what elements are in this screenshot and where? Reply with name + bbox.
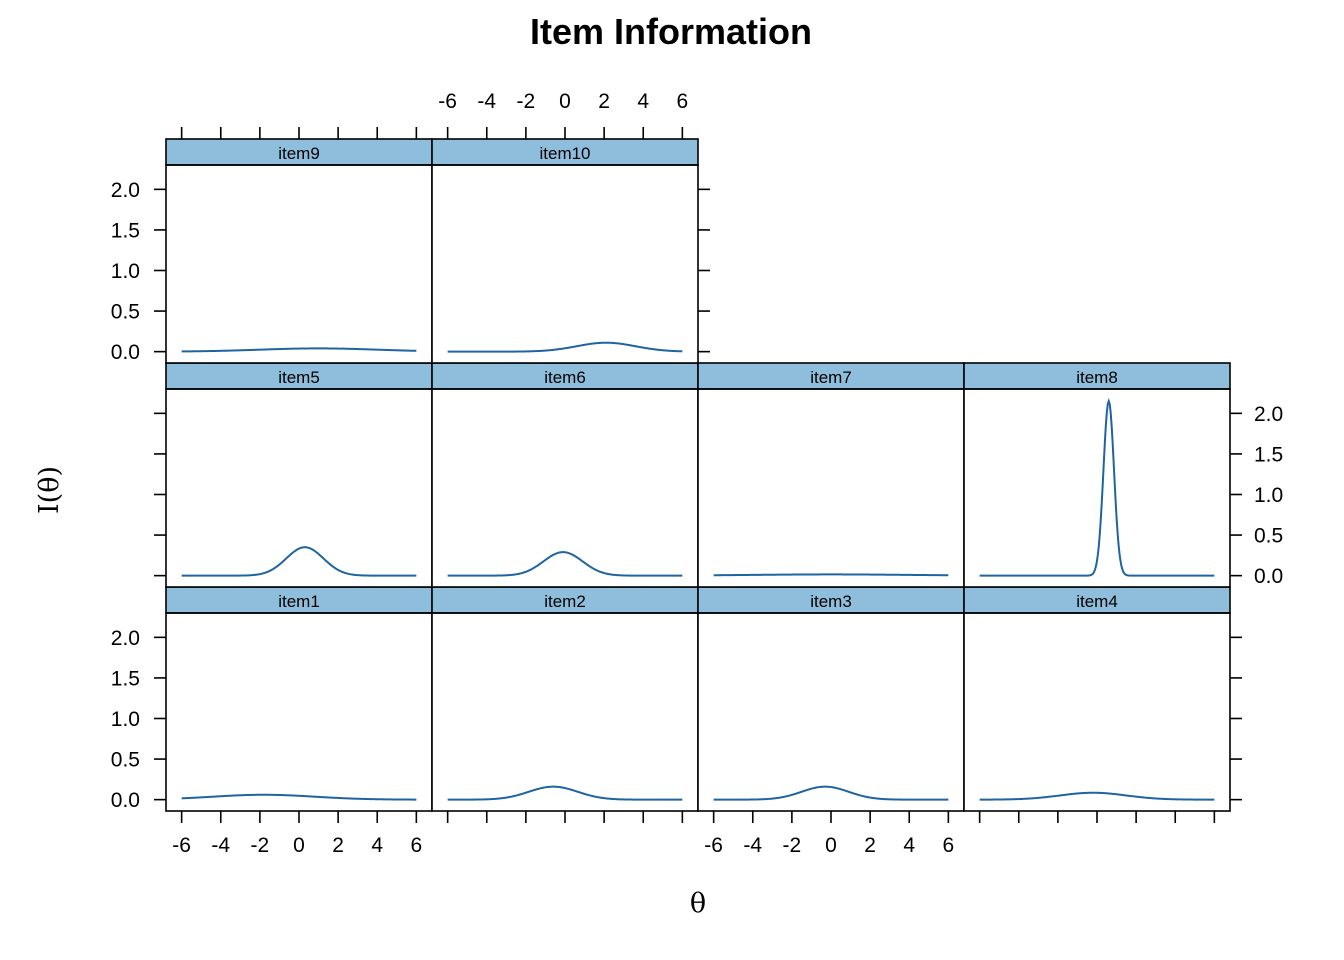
panel-item6 bbox=[432, 363, 698, 587]
x-tick-label: -2 bbox=[251, 834, 270, 857]
x-tick-label: 6 bbox=[943, 834, 955, 857]
y-tick-label: 0.0 bbox=[111, 341, 140, 364]
x-tick-label: -2 bbox=[517, 90, 536, 113]
x-tick-label: 2 bbox=[332, 834, 344, 857]
x-tick-label: -6 bbox=[172, 834, 191, 857]
curve-item3 bbox=[713, 785, 949, 801]
y-tick-label: 1.5 bbox=[111, 667, 140, 690]
y-tick-label: 0.5 bbox=[111, 301, 140, 324]
plot-area-item10 bbox=[431, 164, 699, 364]
strip-label-item5: item5 bbox=[278, 368, 320, 387]
plot-area-item8 bbox=[963, 388, 1231, 588]
x-tick-label: 4 bbox=[637, 90, 649, 113]
strip-label-item10: item10 bbox=[539, 144, 590, 163]
x-tick-label: -6 bbox=[704, 834, 723, 857]
y-tick-label: 1.5 bbox=[111, 219, 140, 242]
y-tick-label: 2.0 bbox=[111, 179, 140, 202]
strip-label-item3: item3 bbox=[810, 592, 852, 611]
y-tick-label: 0.0 bbox=[111, 789, 140, 812]
x-tick-label: -4 bbox=[211, 834, 230, 857]
x-tick-label: 0 bbox=[559, 90, 571, 113]
x-axis-label: θ bbox=[690, 888, 706, 919]
curve-item2 bbox=[447, 785, 683, 801]
y-axis-label: I(θ) bbox=[34, 466, 65, 514]
curve-item8 bbox=[979, 397, 1215, 577]
strip-label-item1: item1 bbox=[278, 592, 320, 611]
x-tick-label: 6 bbox=[677, 90, 689, 113]
y-tick-label: 1.0 bbox=[1254, 484, 1283, 507]
panel-item8 bbox=[964, 363, 1230, 587]
x-tick-label: 4 bbox=[371, 834, 383, 857]
x-tick-label: -6 bbox=[438, 90, 457, 113]
strip-label-item6: item6 bbox=[544, 368, 586, 387]
curve-item4 bbox=[979, 791, 1215, 801]
curve-item10 bbox=[447, 341, 683, 353]
curve-item7 bbox=[713, 573, 949, 577]
strip-item6 bbox=[431, 362, 699, 390]
x-tick-label: -4 bbox=[477, 90, 496, 113]
panel-item2 bbox=[432, 587, 698, 811]
chart-title: Item Information bbox=[530, 11, 812, 52]
curve-item5 bbox=[181, 546, 417, 577]
panel-item5 bbox=[166, 363, 432, 587]
strip-label-item4: item4 bbox=[1076, 592, 1118, 611]
curve-item9 bbox=[181, 347, 417, 353]
x-tick-label: -2 bbox=[783, 834, 802, 857]
x-tick-label: 0 bbox=[825, 834, 837, 857]
strip-label-item9: item9 bbox=[278, 144, 320, 163]
x-tick-label: -4 bbox=[743, 834, 762, 857]
strip-label-item2: item2 bbox=[544, 592, 586, 611]
y-tick-label: 0.5 bbox=[111, 749, 140, 772]
panel-item1 bbox=[166, 587, 432, 811]
y-tick-label: 1.5 bbox=[1254, 443, 1283, 466]
strip-label-item8: item8 bbox=[1076, 368, 1118, 387]
curve-item1 bbox=[181, 793, 417, 801]
panel-item7 bbox=[698, 363, 964, 587]
curve-item6 bbox=[447, 551, 683, 577]
x-tick-label: 2 bbox=[598, 90, 610, 113]
y-tick-label: 0.5 bbox=[1254, 525, 1283, 548]
x-tick-label: 4 bbox=[903, 834, 915, 857]
panel-item9 bbox=[166, 139, 432, 363]
strip-label-item7: item7 bbox=[810, 368, 852, 387]
panel-grid: item1 item2 item3 item4 item5 item6 item7 item8… bbox=[111, 90, 1283, 857]
y-tick-label: 2.0 bbox=[1254, 403, 1283, 426]
y-tick-label: 2.0 bbox=[111, 627, 140, 650]
strip-item1 bbox=[165, 586, 433, 614]
y-tick-label: 0.0 bbox=[1254, 565, 1283, 588]
x-tick-label: 6 bbox=[411, 834, 423, 857]
strip-item7 bbox=[697, 362, 965, 390]
strip-item8 bbox=[963, 362, 1231, 390]
y-tick-label: 1.0 bbox=[111, 260, 140, 283]
x-tick-label: 2 bbox=[864, 834, 876, 857]
panel-item4 bbox=[964, 587, 1230, 811]
panel-item3 bbox=[698, 587, 964, 811]
y-tick-label: 1.0 bbox=[111, 708, 140, 731]
x-tick-label: 0 bbox=[293, 834, 305, 857]
panel-item10 bbox=[432, 139, 698, 363]
